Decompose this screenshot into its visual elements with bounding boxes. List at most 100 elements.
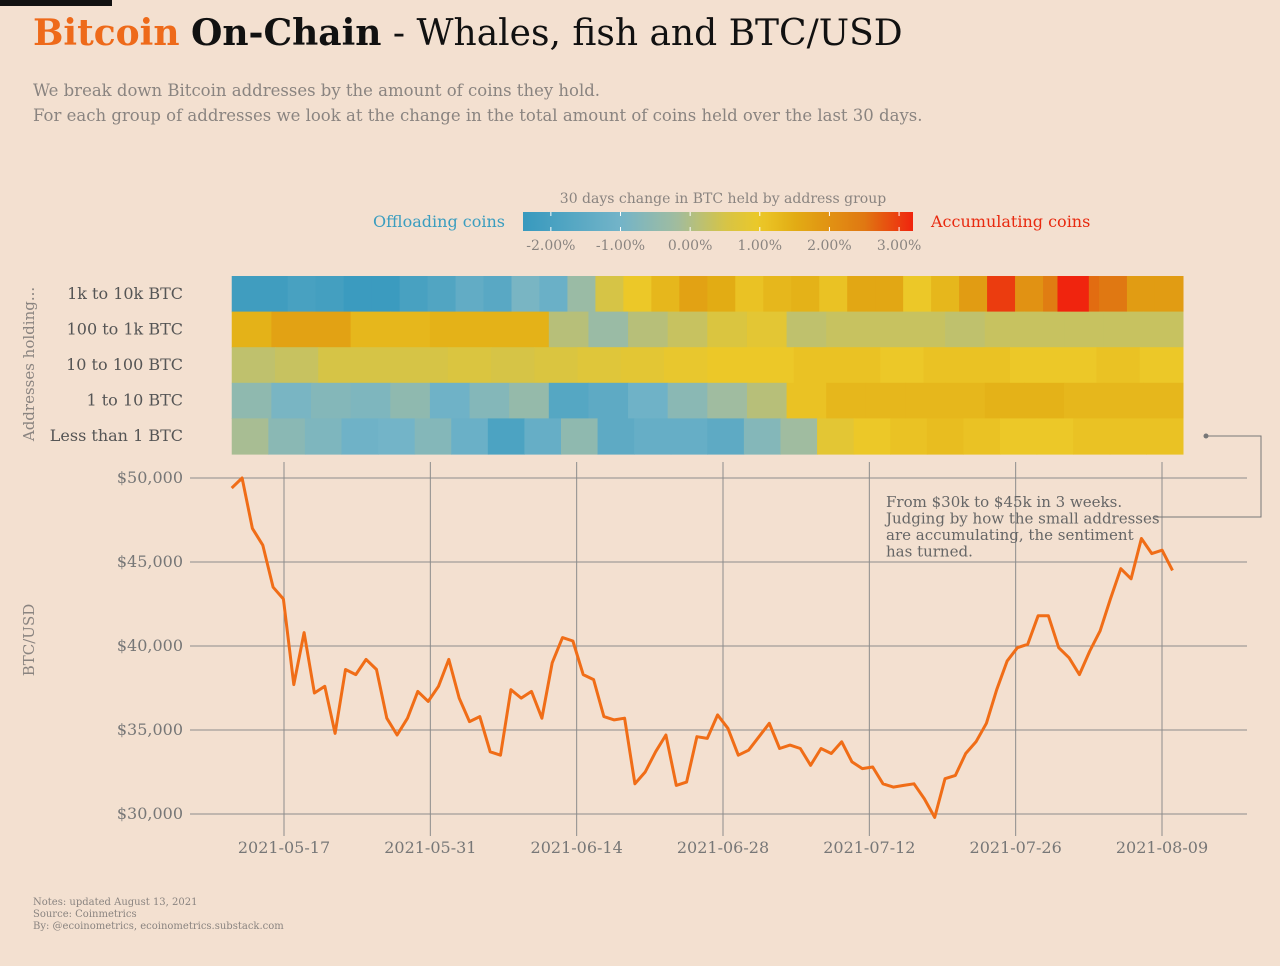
annotation-text: From $30k to $45k in 3 weeks. Judging by …	[884, 493, 1160, 561]
heatmap-cell	[837, 347, 881, 384]
heatmap-cell	[963, 418, 1001, 455]
annotation-line: From $30k to $45k in 3 weeks.	[886, 493, 1122, 511]
heatmap-cell	[427, 276, 457, 313]
annotation-connector	[1153, 435, 1262, 518]
heatmap-cell	[287, 276, 317, 313]
heatmap-cell	[491, 347, 535, 384]
heatmap-cell	[1064, 382, 1105, 419]
heatmap-cell	[707, 276, 736, 313]
heatmap-cell	[707, 382, 748, 419]
heatmap-cell	[271, 311, 312, 348]
heatmap-cell	[259, 276, 289, 313]
heatmap-cell	[390, 382, 431, 419]
heatmap-cell	[826, 382, 867, 419]
heatmap-cell	[361, 347, 406, 384]
annotation-line: has turned.	[886, 543, 973, 561]
heatmap-cell	[945, 382, 986, 419]
title-on-chain: On-Chain	[190, 12, 382, 54]
heatmap-cell	[966, 347, 1011, 384]
heatmap-cell	[623, 276, 652, 313]
page-title: Bitcoin On-Chain - Whales, fish and BTC/…	[33, 12, 903, 54]
heatmap-row-label: 1 to 10 BTC	[86, 391, 183, 410]
heatmap-row-label: 10 to 100 BTC	[66, 355, 183, 374]
heatmap-cell	[1036, 418, 1074, 455]
x-tick-label: 2021-06-14	[531, 838, 623, 857]
heatmap-cell	[1096, 347, 1141, 384]
heatmap-cell	[1139, 347, 1184, 384]
heatmap-cell	[548, 382, 590, 419]
heatmap-cell	[1109, 418, 1147, 455]
heatmap-cell	[735, 276, 764, 313]
heatmap-cell	[511, 276, 541, 313]
heatmap-cell	[483, 276, 513, 313]
x-tick-label: 2021-06-28	[677, 838, 769, 857]
legend-tick-label: -1.00%	[596, 238, 645, 254]
legend-tick-label: 1.00%	[738, 238, 782, 254]
y-tick-label: $35,000	[117, 720, 183, 739]
legend-tick-label: 3.00%	[877, 238, 921, 254]
heatmap-cell	[826, 311, 867, 348]
heatmap-cell	[763, 276, 792, 313]
heatmap-cell	[350, 311, 391, 348]
heatmap-cell	[588, 311, 629, 348]
heatmap-cell	[987, 276, 1016, 313]
annotation-line: are accumulating, the sentiment	[886, 526, 1134, 544]
heatmap-cell	[707, 311, 748, 348]
notes-byline: By: @ecoinometrics, ecoinometrics.substa…	[33, 921, 284, 932]
heatmap-cell	[404, 347, 449, 384]
x-tick-label: 2021-07-12	[823, 838, 915, 857]
subtitle-line-1: We break down Bitcoin addresses by the a…	[33, 81, 601, 100]
heatmap-cell	[509, 311, 550, 348]
heatmap-cell	[819, 276, 848, 313]
top-accent-bar	[0, 0, 112, 6]
heatmap-cell	[487, 418, 525, 455]
notes-updated: Notes: updated August 13, 2021	[33, 897, 198, 908]
heatmap-cell	[746, 311, 788, 348]
heatmap-cell	[931, 276, 960, 313]
heatmap-cell	[534, 347, 579, 384]
heatmap-cell	[707, 347, 752, 384]
heatmap-cell	[865, 382, 907, 419]
y-tick-label: $30,000	[117, 804, 183, 823]
heatmap-cell	[429, 382, 471, 419]
heatmap-cell	[786, 311, 827, 348]
heatmap-cell	[455, 276, 485, 313]
legend-tick-label: 2.00%	[807, 238, 851, 254]
heatmap-cell	[667, 311, 708, 348]
heatmap-cell	[524, 418, 562, 455]
heatmap-cell	[231, 276, 261, 313]
heatmap-cell	[429, 311, 471, 348]
heatmap-cell	[414, 418, 452, 455]
heatmap-cell	[875, 276, 904, 313]
legend-tick-label: -2.00%	[526, 238, 575, 254]
heatmap-cell	[880, 347, 925, 384]
heatmap-cell	[271, 382, 312, 419]
heatmap-row-label: 1k to 10k BTC	[67, 284, 183, 303]
heatmap-cell	[905, 311, 946, 348]
heatmap-cell	[231, 347, 276, 384]
heatmap-cell	[231, 418, 269, 455]
heatmap-cell	[567, 276, 597, 313]
heatmap-cell	[670, 418, 708, 455]
heatmap-cell	[548, 311, 590, 348]
heatmap-cell	[1073, 418, 1111, 455]
heatmap-cell	[945, 311, 986, 348]
heatmap-cell	[620, 347, 665, 384]
notes-source: Source: Coinmetrics	[33, 909, 137, 920]
heatmap-cell	[469, 311, 510, 348]
legend-accumulating-label: Accumulating coins	[930, 212, 1090, 231]
heatmap-cell	[1024, 311, 1065, 348]
heatmap-cell	[746, 382, 788, 419]
heatmap-cell	[390, 311, 431, 348]
heatmap-cell	[905, 382, 946, 419]
heatmap-cell	[926, 418, 964, 455]
heatmap-cell	[268, 418, 306, 455]
heatmap-cell	[890, 418, 928, 455]
legend-colorbar	[523, 212, 913, 231]
heatmap-cell	[1064, 311, 1105, 348]
heatmap-cell	[628, 311, 669, 348]
heatmap-cell	[350, 382, 391, 419]
heatmap-cell	[847, 276, 876, 313]
x-tick-label: 2021-08-09	[1116, 838, 1208, 857]
